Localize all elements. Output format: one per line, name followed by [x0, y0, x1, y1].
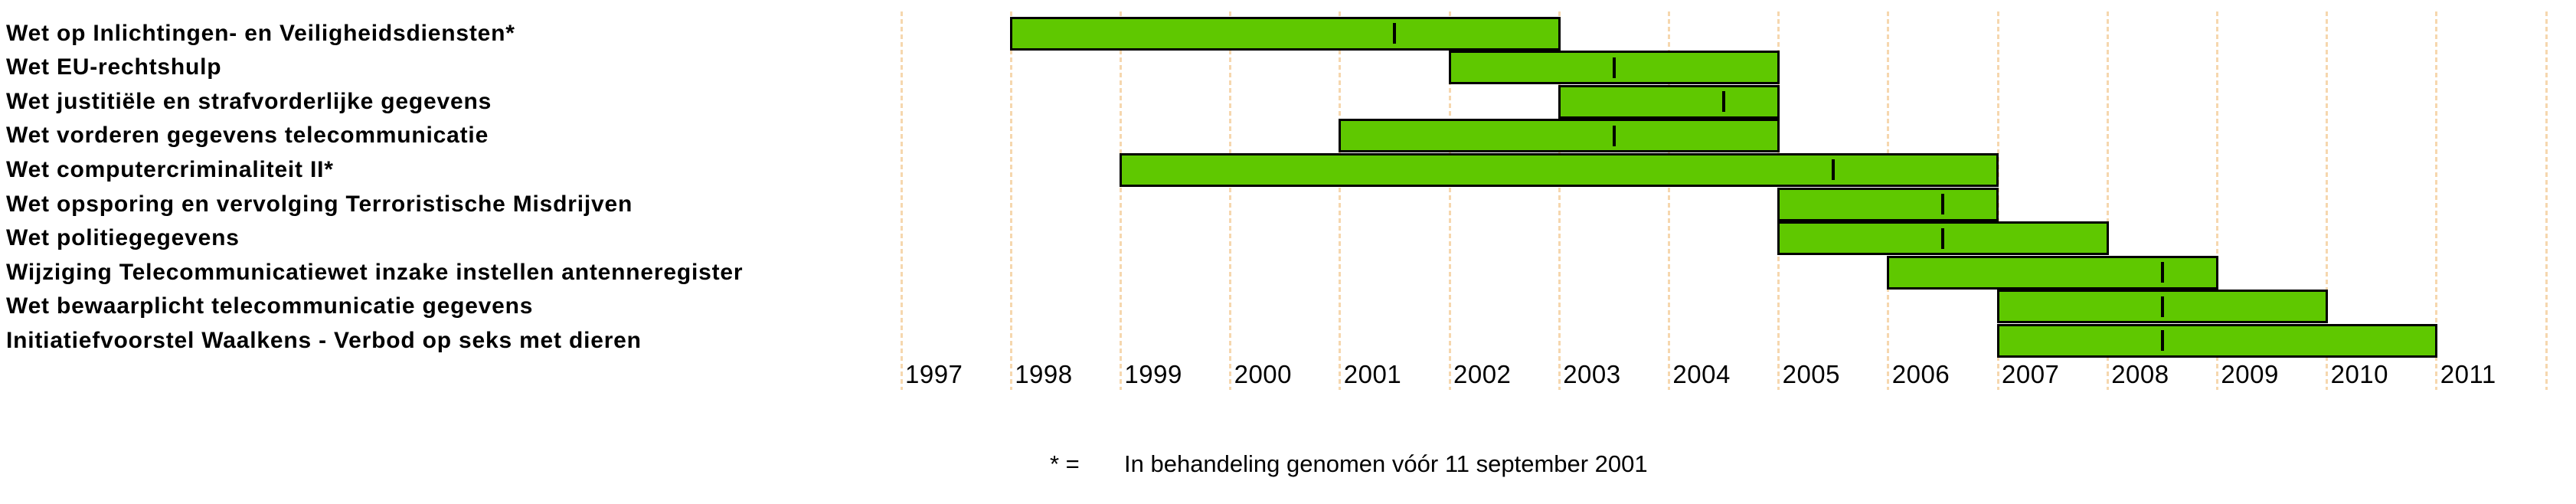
year-gridline-2001 — [1339, 11, 1342, 390]
year-label-2008: 2008 — [2111, 360, 2169, 388]
gantt-bar-1 — [1009, 16, 1561, 51]
bar-marker-tick-2 — [1612, 57, 1616, 78]
footnote-text: In behandeling genomen vóór 11 september… — [1124, 450, 1648, 477]
year-label-1997: 1997 — [905, 360, 963, 388]
row-label-5: Wet computercriminaliteit II* — [6, 156, 334, 182]
row-label-8: Wijziging Telecommunicatiewet inzake ins… — [6, 259, 744, 285]
bar-marker-tick-1 — [1393, 23, 1397, 44]
year-label-1999: 1999 — [1124, 360, 1182, 388]
year-gridline-2003 — [1558, 11, 1561, 390]
bar-marker-tick-3 — [1722, 91, 1725, 113]
year-gridline-2000 — [1229, 11, 1232, 390]
gantt-bar-2 — [1448, 51, 1780, 85]
year-gridline-2002 — [1448, 11, 1451, 390]
gantt-bar-5 — [1119, 152, 1999, 187]
gantt-bar-8 — [1887, 255, 2218, 290]
bar-marker-tick-5 — [1832, 159, 1836, 181]
year-label-2011: 2011 — [2440, 360, 2496, 388]
year-label-2001: 2001 — [1343, 360, 1402, 388]
bar-marker-tick-4 — [1612, 125, 1616, 146]
bar-marker-tick-9 — [2160, 296, 2164, 317]
gantt-bar-10 — [1996, 323, 2438, 358]
year-gridline-2010 — [2326, 11, 2329, 390]
year-label-2005: 2005 — [1782, 360, 1841, 388]
year-gridline-2008 — [2106, 11, 2109, 390]
year-label-1998: 1998 — [1015, 360, 1073, 388]
gantt-bar-4 — [1339, 119, 1780, 153]
year-label-2006: 2006 — [1891, 360, 1950, 388]
year-label-2000: 2000 — [1234, 360, 1293, 388]
row-label-10: Initiatiefvoorstel Waalkens - Verbod op … — [6, 327, 642, 353]
bar-marker-tick-7 — [1941, 227, 1945, 249]
bar-marker-tick-6 — [1941, 194, 1945, 214]
footnote-asterisk-symbol: * = — [1050, 450, 1080, 477]
row-label-9: Wet bewaarplicht telecommunicatie gegeve… — [6, 293, 534, 319]
year-gridline-1998 — [1009, 11, 1012, 390]
year-label-2004: 2004 — [1672, 360, 1731, 388]
bar-marker-tick-10 — [2160, 330, 2164, 352]
year-gridline-1999 — [1119, 11, 1122, 390]
row-label-7: Wet politiegegevens — [6, 225, 240, 251]
gantt-bar-3 — [1558, 84, 1780, 119]
year-label-2003: 2003 — [1563, 360, 1621, 388]
year-gridline-2011 — [2435, 11, 2438, 390]
year-gridline-2012 — [2545, 11, 2548, 390]
row-label-2: Wet EU-rechtshulp — [6, 54, 222, 80]
year-gridline-2009 — [2215, 11, 2218, 390]
year-gridline-2004 — [1667, 11, 1670, 390]
row-label-3: Wet justitiële en strafvorderlijke gegev… — [6, 88, 492, 114]
row-label-1: Wet op Inlichtingen- en Veiligheidsdiens… — [6, 20, 515, 46]
year-label-2007: 2007 — [2002, 360, 2060, 388]
year-gridline-1997 — [900, 11, 903, 390]
row-label-6: Wet opsporing en vervolging Terroristisc… — [6, 191, 633, 217]
gantt-bar-6 — [1777, 187, 1999, 221]
row-label-4: Wet vorderen gegevens telecommunicatie — [6, 123, 489, 149]
year-label-2002: 2002 — [1453, 360, 1512, 388]
bar-marker-tick-8 — [2160, 262, 2164, 283]
year-label-2010: 2010 — [2330, 360, 2389, 388]
year-label-2009: 2009 — [2221, 360, 2279, 388]
